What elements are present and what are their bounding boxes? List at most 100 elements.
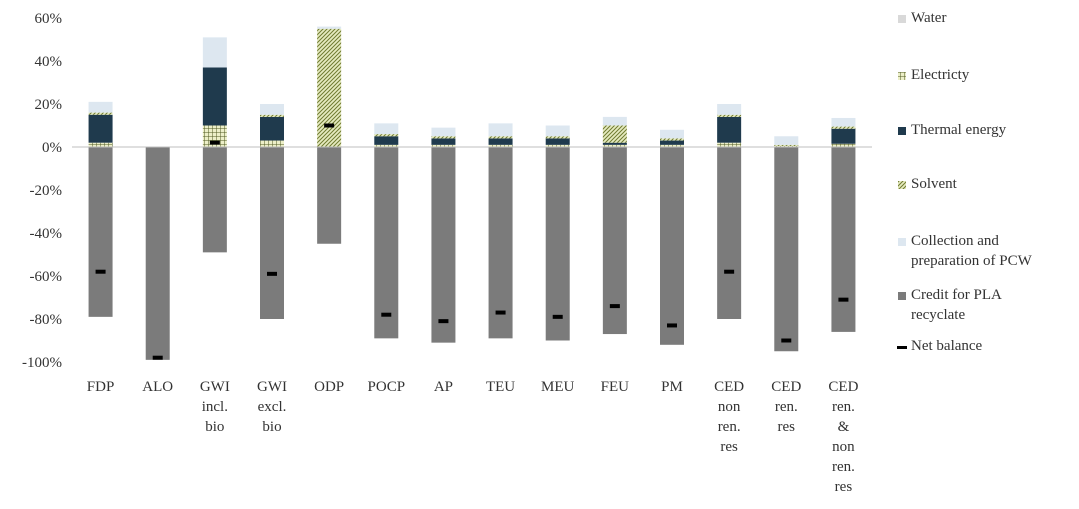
legend-swatch (898, 72, 906, 80)
net-balance-mark (724, 269, 735, 274)
bar-segment (660, 147, 684, 345)
bar-segment (545, 147, 570, 341)
x-tick-label: FEU (601, 379, 630, 395)
bar-segment (717, 142, 742, 147)
legend-swatch (898, 238, 906, 246)
bar-segment (831, 147, 856, 332)
x-tick-label: & (838, 419, 850, 435)
legend-swatch (898, 292, 906, 300)
x-tick-label: ren. (832, 399, 855, 415)
y-tick-label: 60% (35, 11, 63, 27)
bar-segment (717, 104, 742, 115)
bar-segment (374, 136, 399, 145)
bar-segment (660, 129, 684, 139)
x-tick-label: ren. (775, 399, 798, 415)
y-tick-label: -100% (22, 355, 62, 371)
x-tick-label: non (832, 439, 855, 455)
legend-swatch (898, 127, 906, 135)
bar-segment (602, 125, 627, 143)
x-tick-label: ren. (718, 419, 741, 435)
bar-segment (717, 116, 742, 143)
x-tick-label: non (718, 399, 741, 415)
bar-segment (602, 147, 627, 335)
legend-label: Electricty (911, 67, 970, 83)
x-tick-label: bio (262, 419, 281, 435)
bar-segment (717, 114, 742, 117)
net-balance-mark (495, 310, 506, 315)
y-tick-label: 20% (35, 97, 63, 113)
bar-segment (374, 147, 399, 339)
legend-label: Collection and (911, 233, 999, 249)
bar-segment (260, 104, 284, 115)
legend-label: recyclate (911, 307, 965, 323)
legend: Water Electricty Thermal energy Solvent Coll… (897, 10, 1033, 354)
bar-segment (774, 144, 799, 146)
bar-segment (831, 126, 856, 129)
net-balance-mark (209, 140, 220, 145)
legend-label: Thermal energy (911, 122, 1007, 138)
y-tick-label: -80% (30, 312, 63, 328)
bar-segment (88, 142, 113, 147)
x-tick-label: CED (771, 379, 801, 395)
bar-segment (545, 138, 570, 145)
bars-layer (88, 26, 856, 360)
net-balance-layer (95, 123, 849, 360)
bar-segment (88, 114, 113, 143)
x-tick-label: POCP (368, 379, 406, 395)
net-balance-mark (324, 123, 335, 128)
y-tick-label: -60% (30, 269, 63, 285)
legend-label: Credit for PLA (911, 287, 1002, 303)
net-balance-mark (667, 323, 677, 328)
x-tick-label: GWI (257, 379, 287, 395)
y-tick-label: 0% (42, 140, 62, 156)
bar-segment (431, 147, 456, 343)
bar-segment (660, 140, 684, 145)
bar-segment (145, 147, 170, 360)
bar-segment (374, 123, 399, 135)
bar-segment (374, 144, 399, 147)
x-tick-label: AP (434, 379, 453, 395)
bar-segment (545, 136, 570, 139)
bar-segment (831, 117, 856, 127)
y-tick-label: 40% (35, 54, 63, 70)
x-tick-label: ALO (142, 379, 173, 395)
x-tick-label: CED (828, 379, 858, 395)
bar-segment (488, 144, 513, 147)
bar-segment (717, 147, 742, 319)
net-balance-mark (609, 304, 620, 309)
net-balance-mark (838, 297, 849, 302)
bar-segment (488, 147, 513, 339)
bar-segment (774, 136, 799, 145)
y-axis: -100% -80% -60% -40% -20% 0% 20% 40% 60% (22, 11, 62, 371)
bar-segment (88, 147, 113, 317)
legend-swatch (897, 346, 907, 349)
bar-segment (602, 116, 627, 126)
y-tick-label: -40% (30, 226, 63, 242)
bar-segment (831, 143, 856, 147)
bar-segment (831, 128, 856, 144)
x-tick-label: PM (661, 379, 683, 395)
x-tick-label: ren. (832, 459, 855, 475)
net-balance-mark (267, 271, 277, 276)
x-axis: FDP ALO GWI incl. bio GWI excl. bio ODP POCP AP TEU… (87, 379, 859, 495)
x-tick-label: incl. (202, 399, 228, 415)
bar-segment (374, 134, 399, 137)
bar-segment (260, 116, 284, 141)
x-tick-label: excl. (258, 399, 287, 415)
bar-segment (260, 114, 284, 117)
x-tick-label: res (835, 479, 853, 495)
x-tick-label: CED (714, 379, 744, 395)
bar-segment (202, 67, 227, 126)
bar-segment (260, 140, 284, 147)
x-tick-label: bio (205, 419, 224, 435)
net-balance-mark (438, 319, 449, 324)
y-tick-label: -20% (30, 183, 63, 199)
legend-swatch (898, 181, 906, 189)
bar-segment (545, 144, 570, 147)
legend-label: Solvent (911, 176, 958, 192)
net-balance-mark (381, 312, 392, 317)
x-tick-label: res (720, 439, 738, 455)
net-balance-mark (152, 355, 163, 360)
bar-segment (488, 138, 513, 145)
